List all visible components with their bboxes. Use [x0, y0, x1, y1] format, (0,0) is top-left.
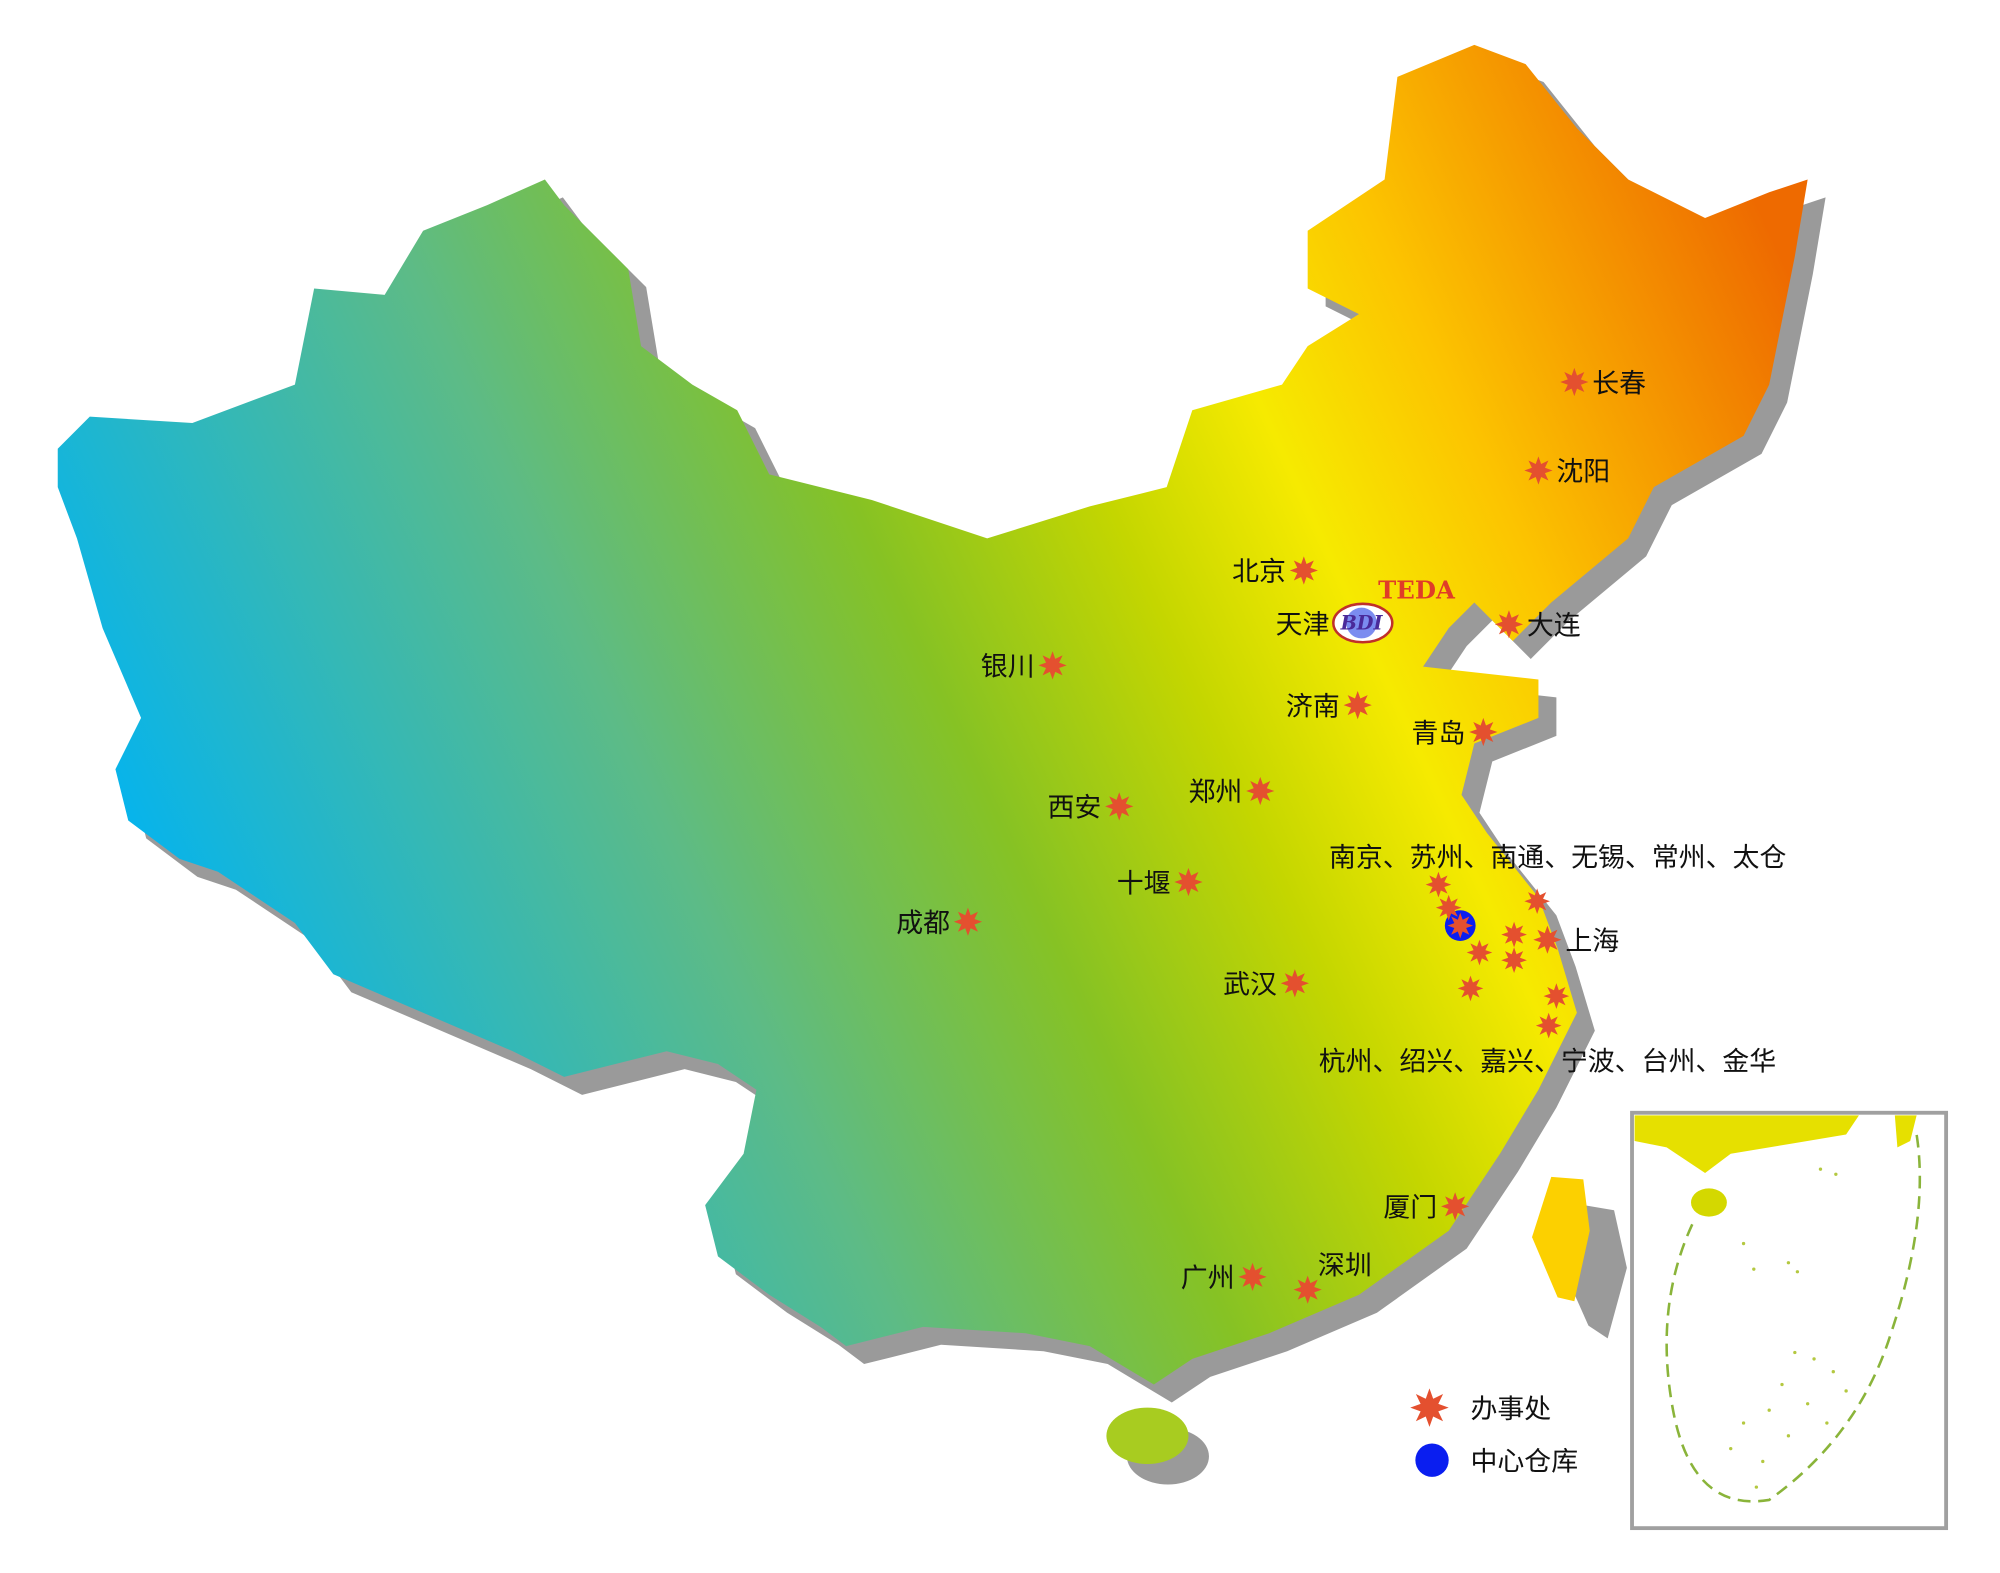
teda-logo-text: TEDA: [1378, 576, 1456, 605]
city-label: 济南: [1286, 691, 1340, 722]
city-label: 北京: [1232, 557, 1286, 588]
star-icon: [1469, 717, 1498, 747]
star-icon: [1447, 912, 1474, 939]
islet: [1752, 1267, 1756, 1271]
city-label: 郑州: [1188, 777, 1242, 808]
star-icon: [1501, 947, 1527, 974]
city-label: 深圳: [1318, 1250, 1372, 1281]
city-marker-9: 郑州: [1188, 776, 1275, 808]
islet: [1786, 1434, 1791, 1438]
islet: [1729, 1446, 1733, 1451]
star-icon: [1425, 871, 1452, 898]
star-icon: [1246, 776, 1275, 806]
islet: [1786, 1261, 1791, 1265]
star-icon: [1174, 867, 1203, 897]
star-icon: [1524, 456, 1553, 485]
star-icon: [1535, 1012, 1562, 1039]
taiwan-island: [1532, 1176, 1590, 1302]
star-icon: [1457, 975, 1484, 1002]
star-icon: [1435, 894, 1462, 921]
city-label: 沈阳: [1556, 457, 1610, 488]
legend-office-label: 办事处: [1470, 1394, 1551, 1425]
star-icon: [1494, 610, 1524, 639]
islet: [1834, 1172, 1838, 1176]
islet: [1754, 1485, 1759, 1489]
islet: [1831, 1370, 1835, 1374]
hainan-island: [1106, 1407, 1189, 1465]
city-label: 十堰: [1117, 868, 1171, 899]
star-icon: [1524, 888, 1550, 915]
blue-dot-icon: [1415, 1443, 1449, 1477]
star-icon: [1543, 983, 1570, 1009]
star-icon: [1466, 939, 1493, 966]
star-icon: [1293, 1275, 1322, 1304]
city-marker-16: 深圳: [1293, 1250, 1372, 1304]
islet: [1844, 1389, 1848, 1393]
islet: [1793, 1350, 1797, 1355]
star-icon: [1343, 690, 1372, 720]
city-marker-2: 北京: [1232, 556, 1318, 588]
bdi-logo-text: BDI: [1340, 611, 1384, 634]
star-icon: [1105, 792, 1134, 821]
star-icon: [1289, 556, 1318, 585]
city-label: 长春: [1592, 368, 1646, 399]
star-icon: [1441, 1192, 1470, 1221]
city-label: 青岛: [1412, 718, 1466, 749]
star-icon: [1560, 367, 1589, 397]
bdi-logo: BDI TEDA: [1332, 576, 1456, 644]
city-label: 大连: [1527, 611, 1581, 642]
islet: [1767, 1408, 1771, 1412]
islet: [1741, 1241, 1746, 1246]
star-icon: [1410, 1388, 1449, 1427]
islet: [1805, 1402, 1810, 1406]
islet: [1818, 1167, 1823, 1171]
islet: [1825, 1421, 1829, 1425]
city-label: 成都: [896, 908, 950, 939]
city-marker-6: 济南: [1286, 690, 1372, 722]
city-marker-11: 成都: [896, 907, 983, 939]
islet: [1780, 1382, 1784, 1387]
city-label: 武汉: [1223, 970, 1277, 1001]
star-icon: [1501, 921, 1527, 948]
city-label: 天津: [1276, 609, 1330, 640]
city-label: 广州: [1181, 1263, 1235, 1294]
star-icon: [953, 907, 983, 936]
city-marker-5: 银川: [981, 651, 1067, 683]
city-marker-13: 上海: [1533, 925, 1619, 957]
city-marker-12: 武汉: [1223, 969, 1309, 1001]
islet: [1795, 1270, 1800, 1274]
city-marker-7: 青岛: [1412, 717, 1498, 749]
city-marker-4: 大连: [1494, 610, 1581, 642]
legend-warehouse-label: 中心仓库: [1470, 1446, 1578, 1477]
city-marker-0: 长春: [1560, 367, 1646, 399]
islet: [1761, 1459, 1765, 1464]
city-marker-15: 广州: [1181, 1262, 1267, 1294]
city-marker-10: 十堰: [1117, 867, 1203, 899]
legend: 办事处 中心仓库: [1410, 1388, 1578, 1477]
islet: [1741, 1421, 1746, 1425]
city-label: 厦门: [1383, 1193, 1437, 1224]
islet: [1812, 1357, 1816, 1361]
inset-south-china-sea: [1630, 1110, 1949, 1531]
star-icon: [1238, 1262, 1267, 1291]
zhejiang-cities-label: 杭州、绍兴、嘉兴、宁波、台州、金华: [1319, 1046, 1776, 1077]
city-label: 上海: [1565, 926, 1619, 957]
star-icon: [1280, 969, 1309, 998]
city-marker-1: 沈阳: [1524, 456, 1610, 488]
china-mainland: [57, 44, 1808, 1385]
city-label: 银川: [981, 652, 1035, 683]
city-marker-3: 天津: [1276, 609, 1330, 640]
jiangsu-cities-label: 南京、苏州、南通、无锡、常州、太仓: [1329, 843, 1786, 874]
star-icon: [1410, 1388, 1449, 1427]
city-marker-8: 西安: [1047, 792, 1134, 824]
city-label: 西安: [1047, 793, 1101, 824]
city-marker-14: 厦门: [1383, 1192, 1470, 1224]
star-icon: [1533, 925, 1562, 954]
star-icon: [1038, 651, 1067, 680]
